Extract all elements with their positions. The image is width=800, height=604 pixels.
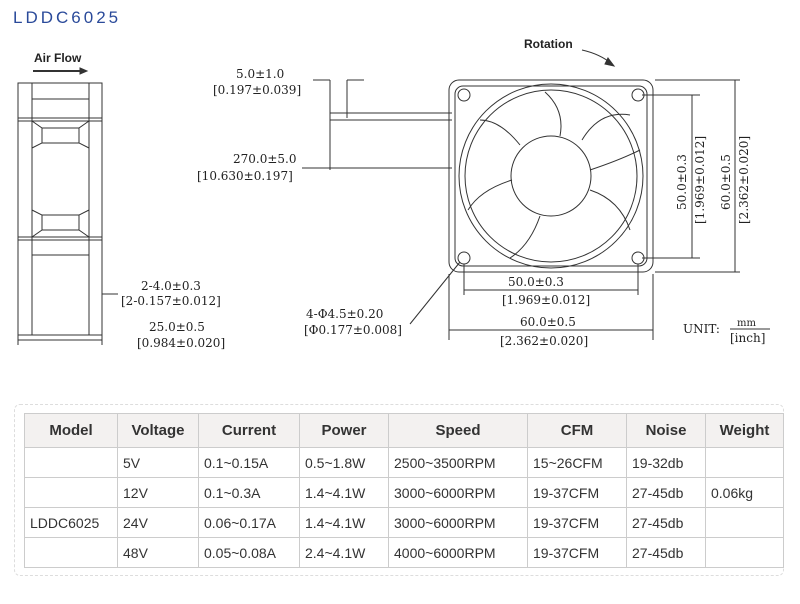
- rib-dim-inch: [2-0.157±0.012]: [121, 294, 221, 308]
- header-power: Power: [299, 413, 389, 448]
- depth-dim: 25.0±0.5: [149, 320, 205, 334]
- rib-dim: 2-4.0±0.3: [141, 279, 201, 293]
- cell-model: [24, 477, 118, 508]
- header-current: Current: [198, 413, 300, 448]
- cell-speed: 3000~6000RPM: [388, 477, 528, 508]
- cell-speed: 3000~6000RPM: [388, 507, 528, 538]
- header-speed: Speed: [388, 413, 528, 448]
- depth-dim-inch: [0.984±0.020]: [137, 336, 225, 350]
- cell-current: 0.1~0.3A: [198, 477, 300, 508]
- table-header-row: Model Voltage Current Power Speed CFM No…: [24, 413, 784, 448]
- cell-weight: [705, 507, 784, 538]
- hole-dim: 4-Φ4.5±0.20: [306, 307, 383, 321]
- header-noise: Noise: [626, 413, 706, 448]
- lead-strip-dim: 5.0±1.0: [236, 67, 284, 81]
- table-row: 48V 0.05~0.08A 2.4~4.1W 4000~6000RPM 19-…: [24, 537, 784, 568]
- width-dim: 60.0±0.5: [520, 315, 576, 329]
- pitch-dim-inch: [1.969±0.012]: [502, 293, 590, 307]
- width-dim-inch: [2.362±0.020]: [500, 334, 588, 348]
- lead-strip-dim-inch: [0.197±0.039]: [213, 83, 301, 97]
- rotation-label: Rotation: [524, 37, 573, 51]
- cell-voltage: 48V: [117, 537, 199, 568]
- cell-power: 1.4~4.1W: [299, 477, 389, 508]
- header-weight: Weight: [705, 413, 784, 448]
- air-flow-label: Air Flow: [34, 51, 82, 65]
- lead-length-dim: 270.0±5.0: [233, 152, 297, 166]
- unit-inch: [inch]: [730, 331, 765, 345]
- header-model: Model: [24, 413, 118, 448]
- product-title: LDDC6025: [13, 8, 122, 27]
- cell-power: 2.4~4.1W: [299, 537, 389, 568]
- hole-dim-inch: [Φ0.177±0.008]: [304, 323, 402, 337]
- unit-mm: mm: [737, 318, 756, 329]
- dimension-drawing: Air Flow 2-4.0±0.3 [2-0.157±0.012] 25.0±…: [17, 37, 770, 350]
- cell-cfm: 19-37CFM: [527, 477, 627, 508]
- cell-weight: 0.06kg: [705, 477, 784, 508]
- cell-power: 0.5~1.8W: [299, 447, 389, 478]
- cell-model: [24, 537, 118, 568]
- cell-noise: 27-45db: [626, 507, 706, 538]
- cell-weight: [705, 447, 784, 478]
- cell-noise: 19-32db: [626, 447, 706, 478]
- side-view: Air Flow: [17, 51, 118, 345]
- pitch-v-dim: 50.0±0.3: [675, 154, 689, 210]
- cell-current: 0.05~0.08A: [198, 537, 300, 568]
- cell-voltage: 12V: [117, 477, 199, 508]
- unit-label: UNIT:: [683, 322, 720, 336]
- pitch-v-dim-inch: [1.969±0.012]: [693, 136, 707, 224]
- header-cfm: CFM: [527, 413, 627, 448]
- cell-cfm: 15~26CFM: [527, 447, 627, 478]
- cell-voltage: 24V: [117, 507, 199, 538]
- height-dim-inch: [2.362±0.020]: [737, 136, 751, 224]
- table-row: 5V 0.1~0.15A 0.5~1.8W 2500~3500RPM 15~26…: [24, 447, 784, 478]
- lead-length-dim-inch: [10.630±0.197]: [197, 169, 293, 183]
- cell-weight: [705, 537, 784, 568]
- pitch-dim: 50.0±0.3: [508, 275, 564, 289]
- spec-table: Model Voltage Current Power Speed CFM No…: [24, 413, 784, 568]
- spec-panel: [14, 404, 784, 576]
- header-voltage: Voltage: [117, 413, 199, 448]
- cell-model: [24, 447, 118, 478]
- height-dim: 60.0±0.5: [719, 154, 733, 210]
- cell-model: LDDC6025: [24, 507, 118, 538]
- cell-speed: 4000~6000RPM: [388, 537, 528, 568]
- cell-voltage: 5V: [117, 447, 199, 478]
- cell-noise: 27-45db: [626, 537, 706, 568]
- cell-speed: 2500~3500RPM: [388, 447, 528, 478]
- cell-current: 0.06~0.17A: [198, 507, 300, 538]
- cell-current: 0.1~0.15A: [198, 447, 300, 478]
- table-row: 12V 0.1~0.3A 1.4~4.1W 3000~6000RPM 19-37…: [24, 477, 784, 508]
- table-row: LDDC6025 24V 0.06~0.17A 1.4~4.1W 3000~60…: [24, 507, 784, 538]
- cell-power: 1.4~4.1W: [299, 507, 389, 538]
- front-view: Rotation: [448, 37, 654, 273]
- cell-cfm: 19-37CFM: [527, 537, 627, 568]
- cell-noise: 27-45db: [626, 477, 706, 508]
- cell-cfm: 19-37CFM: [527, 507, 627, 538]
